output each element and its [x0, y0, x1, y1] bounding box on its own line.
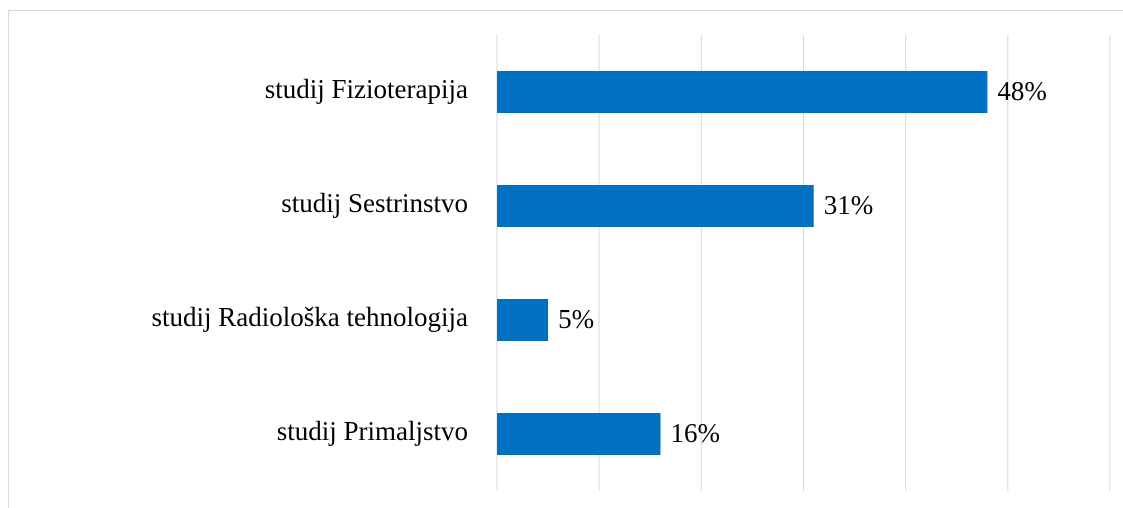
chart-frame — [8, 10, 1123, 508]
data-label: 48% — [997, 76, 1047, 106]
data-label: 5% — [558, 304, 594, 334]
y-tick-label: studij Radiološka tehnologija — [152, 302, 468, 332]
data-label: 31% — [824, 190, 874, 220]
data-label: 16% — [670, 418, 720, 448]
bar — [497, 185, 814, 227]
bar — [497, 71, 988, 113]
y-tick-label: studij Fizioterapija — [265, 74, 468, 104]
y-tick-label: studij Sestrinstvo — [281, 188, 468, 218]
bar — [497, 299, 549, 341]
bar — [497, 413, 661, 455]
y-tick-label: studij Primaljstvo — [277, 416, 468, 446]
